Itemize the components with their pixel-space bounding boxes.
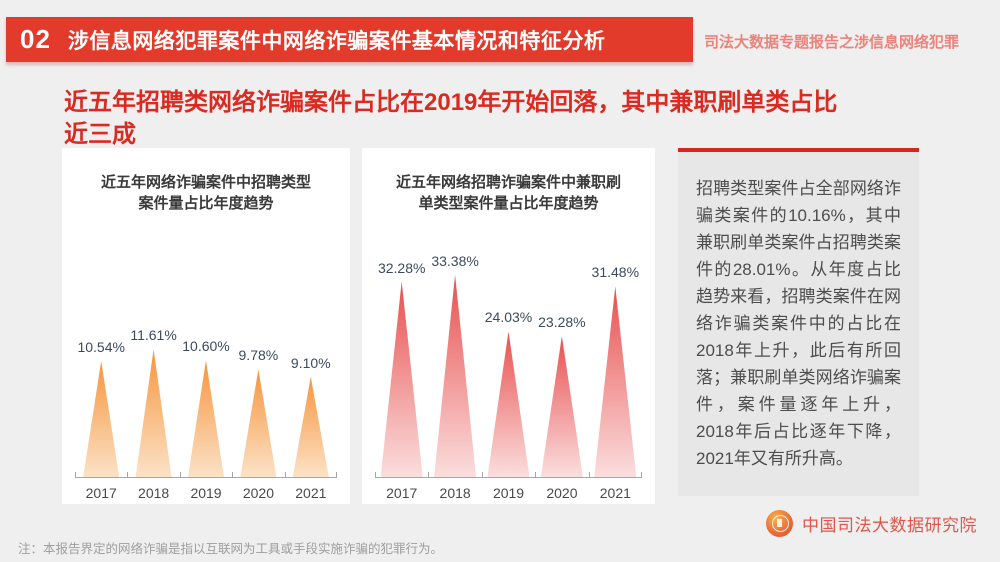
org-name: 中国司法大数据研究院: [802, 516, 977, 535]
headline-line-2: 近三成: [64, 121, 136, 148]
peak-bar: [292, 376, 329, 477]
year-label: 2020: [546, 485, 578, 501]
value-label: 10.54%: [77, 339, 125, 356]
value-label: 24.03%: [484, 309, 533, 326]
value-label: 10.60%: [182, 338, 230, 355]
bar-slot: 9.78%: [232, 300, 284, 477]
section-banner: 02 涉信息网络犯罪案件中网络诈骗案件基本情况和特征分析: [6, 17, 693, 62]
x-axis-labels: 2017 2018 2019 2020 2021: [375, 485, 642, 501]
value-label: 33.38%: [431, 252, 479, 269]
bar-slot: 9.10%: [285, 300, 337, 477]
bar-slot: 11.61%: [127, 300, 179, 477]
value-label: 23.28%: [538, 314, 586, 330]
chart-title: 近五年网络诈骗案件中招聘类型 案件量占比年度趋势: [100, 174, 311, 212]
org-branding: 中国司法大数据研究院: [766, 510, 977, 537]
bar-slot: 31.48%: [589, 220, 642, 477]
year-label: 2020: [242, 485, 274, 501]
chart-card-recruitment-trend: 近五年网络诈骗案件中招聘类型 案件量占比年度趋势 10.54% 11.61% 10.6…: [62, 148, 350, 504]
plot-area: 10.54% 11.61% 10.60% 9.78% 9.10%: [75, 300, 337, 478]
year-label: 2021: [295, 485, 327, 501]
value-label: 32.28%: [377, 259, 426, 276]
year-label: 2019: [492, 485, 525, 501]
year-label: 2019: [190, 485, 222, 501]
panel-accent-line: [678, 148, 919, 152]
panel-body: 招聘类型案件占全部网络诈骗类案件的10.16%，其中兼职刷单类案件占招聘类案件的…: [678, 152, 919, 496]
plot-area: 32.28% 33.38% 24.03% 23.28% 31.48%: [375, 220, 642, 478]
bar-slot: 32.28%: [375, 220, 428, 477]
report-series-label: 司法大数据专题报告之涉信息网络犯罪: [704, 34, 960, 51]
chart-title: 近五年网络招聘诈骗案件中兼职刷 单类型案件量占比年度趋势: [395, 174, 621, 212]
section-title: 涉信息网络犯罪案件中网络诈骗案件基本情况和特征分析: [67, 29, 606, 53]
peak-bar: [83, 361, 120, 477]
bar-slot: 10.54%: [75, 300, 127, 477]
axis-tick: [127, 472, 129, 477]
year-label: 2017: [386, 485, 418, 501]
chart-card-parttime-brushing-trend: 近五年网络招聘诈骗案件中兼职刷 单类型案件量占比年度趋势 32.28% 33.38%…: [362, 148, 655, 504]
axis-tick: [336, 472, 337, 477]
axis-tick: [588, 472, 590, 477]
axis-tick: [641, 472, 642, 477]
peak-bar: [594, 286, 637, 477]
bar-slot: 23.28%: [535, 220, 588, 477]
axis-tick: [535, 472, 537, 477]
summary-text: 招聘类型案件占全部网络诈骗类案件的10.16%，其中兼职刷单类案件占招聘类案件的…: [696, 179, 901, 468]
peak-bar: [380, 281, 423, 477]
year-label: 2017: [85, 485, 117, 501]
bar-slot: 24.03%: [482, 220, 535, 477]
value-label: 11.61%: [130, 327, 177, 344]
section-number: 02: [20, 24, 51, 54]
peak-bar: [240, 369, 277, 477]
bar-slot: 10.60%: [180, 300, 232, 477]
year-label: 2018: [138, 485, 170, 501]
peak-bar: [187, 360, 224, 477]
axis-tick: [428, 472, 430, 477]
value-label: 9.10%: [290, 354, 331, 371]
headline-line-1: 近五年招聘类网络诈骗案件占比在2019年开始回落，其中兼职刷单类占比: [64, 89, 838, 116]
year-label: 2018: [439, 485, 471, 501]
value-label: 9.78%: [238, 347, 279, 364]
footnote: 注：本报告界定的网络诈骗是指以互联网为工具或手段实施诈骗的犯罪行为。: [18, 542, 444, 556]
axis-tick: [481, 472, 483, 477]
peak-bar: [434, 274, 477, 477]
axis-tick: [375, 472, 376, 477]
peak-bar: [487, 331, 530, 477]
research-institute-logo-icon: [766, 510, 793, 537]
axis-tick: [75, 472, 76, 477]
headline: 近五年招聘类网络诈骗案件占比在2019年开始回落，其中兼职刷单类占比 近三成: [64, 87, 934, 151]
peak-bar: [540, 336, 583, 477]
axis-tick: [232, 472, 234, 477]
value-label: 31.48%: [591, 264, 640, 281]
peak-bar: [135, 349, 172, 477]
x-axis-labels: 2017 2018 2019 2020 2021: [75, 485, 337, 501]
bar-slot: 33.38%: [428, 220, 481, 477]
summary-panel: 招聘类型案件占全部网络诈骗类案件的10.16%，其中兼职刷单类案件占招聘类案件的…: [678, 148, 919, 496]
axis-tick: [179, 472, 181, 477]
axis-tick: [284, 472, 286, 477]
year-label: 2021: [599, 485, 631, 501]
